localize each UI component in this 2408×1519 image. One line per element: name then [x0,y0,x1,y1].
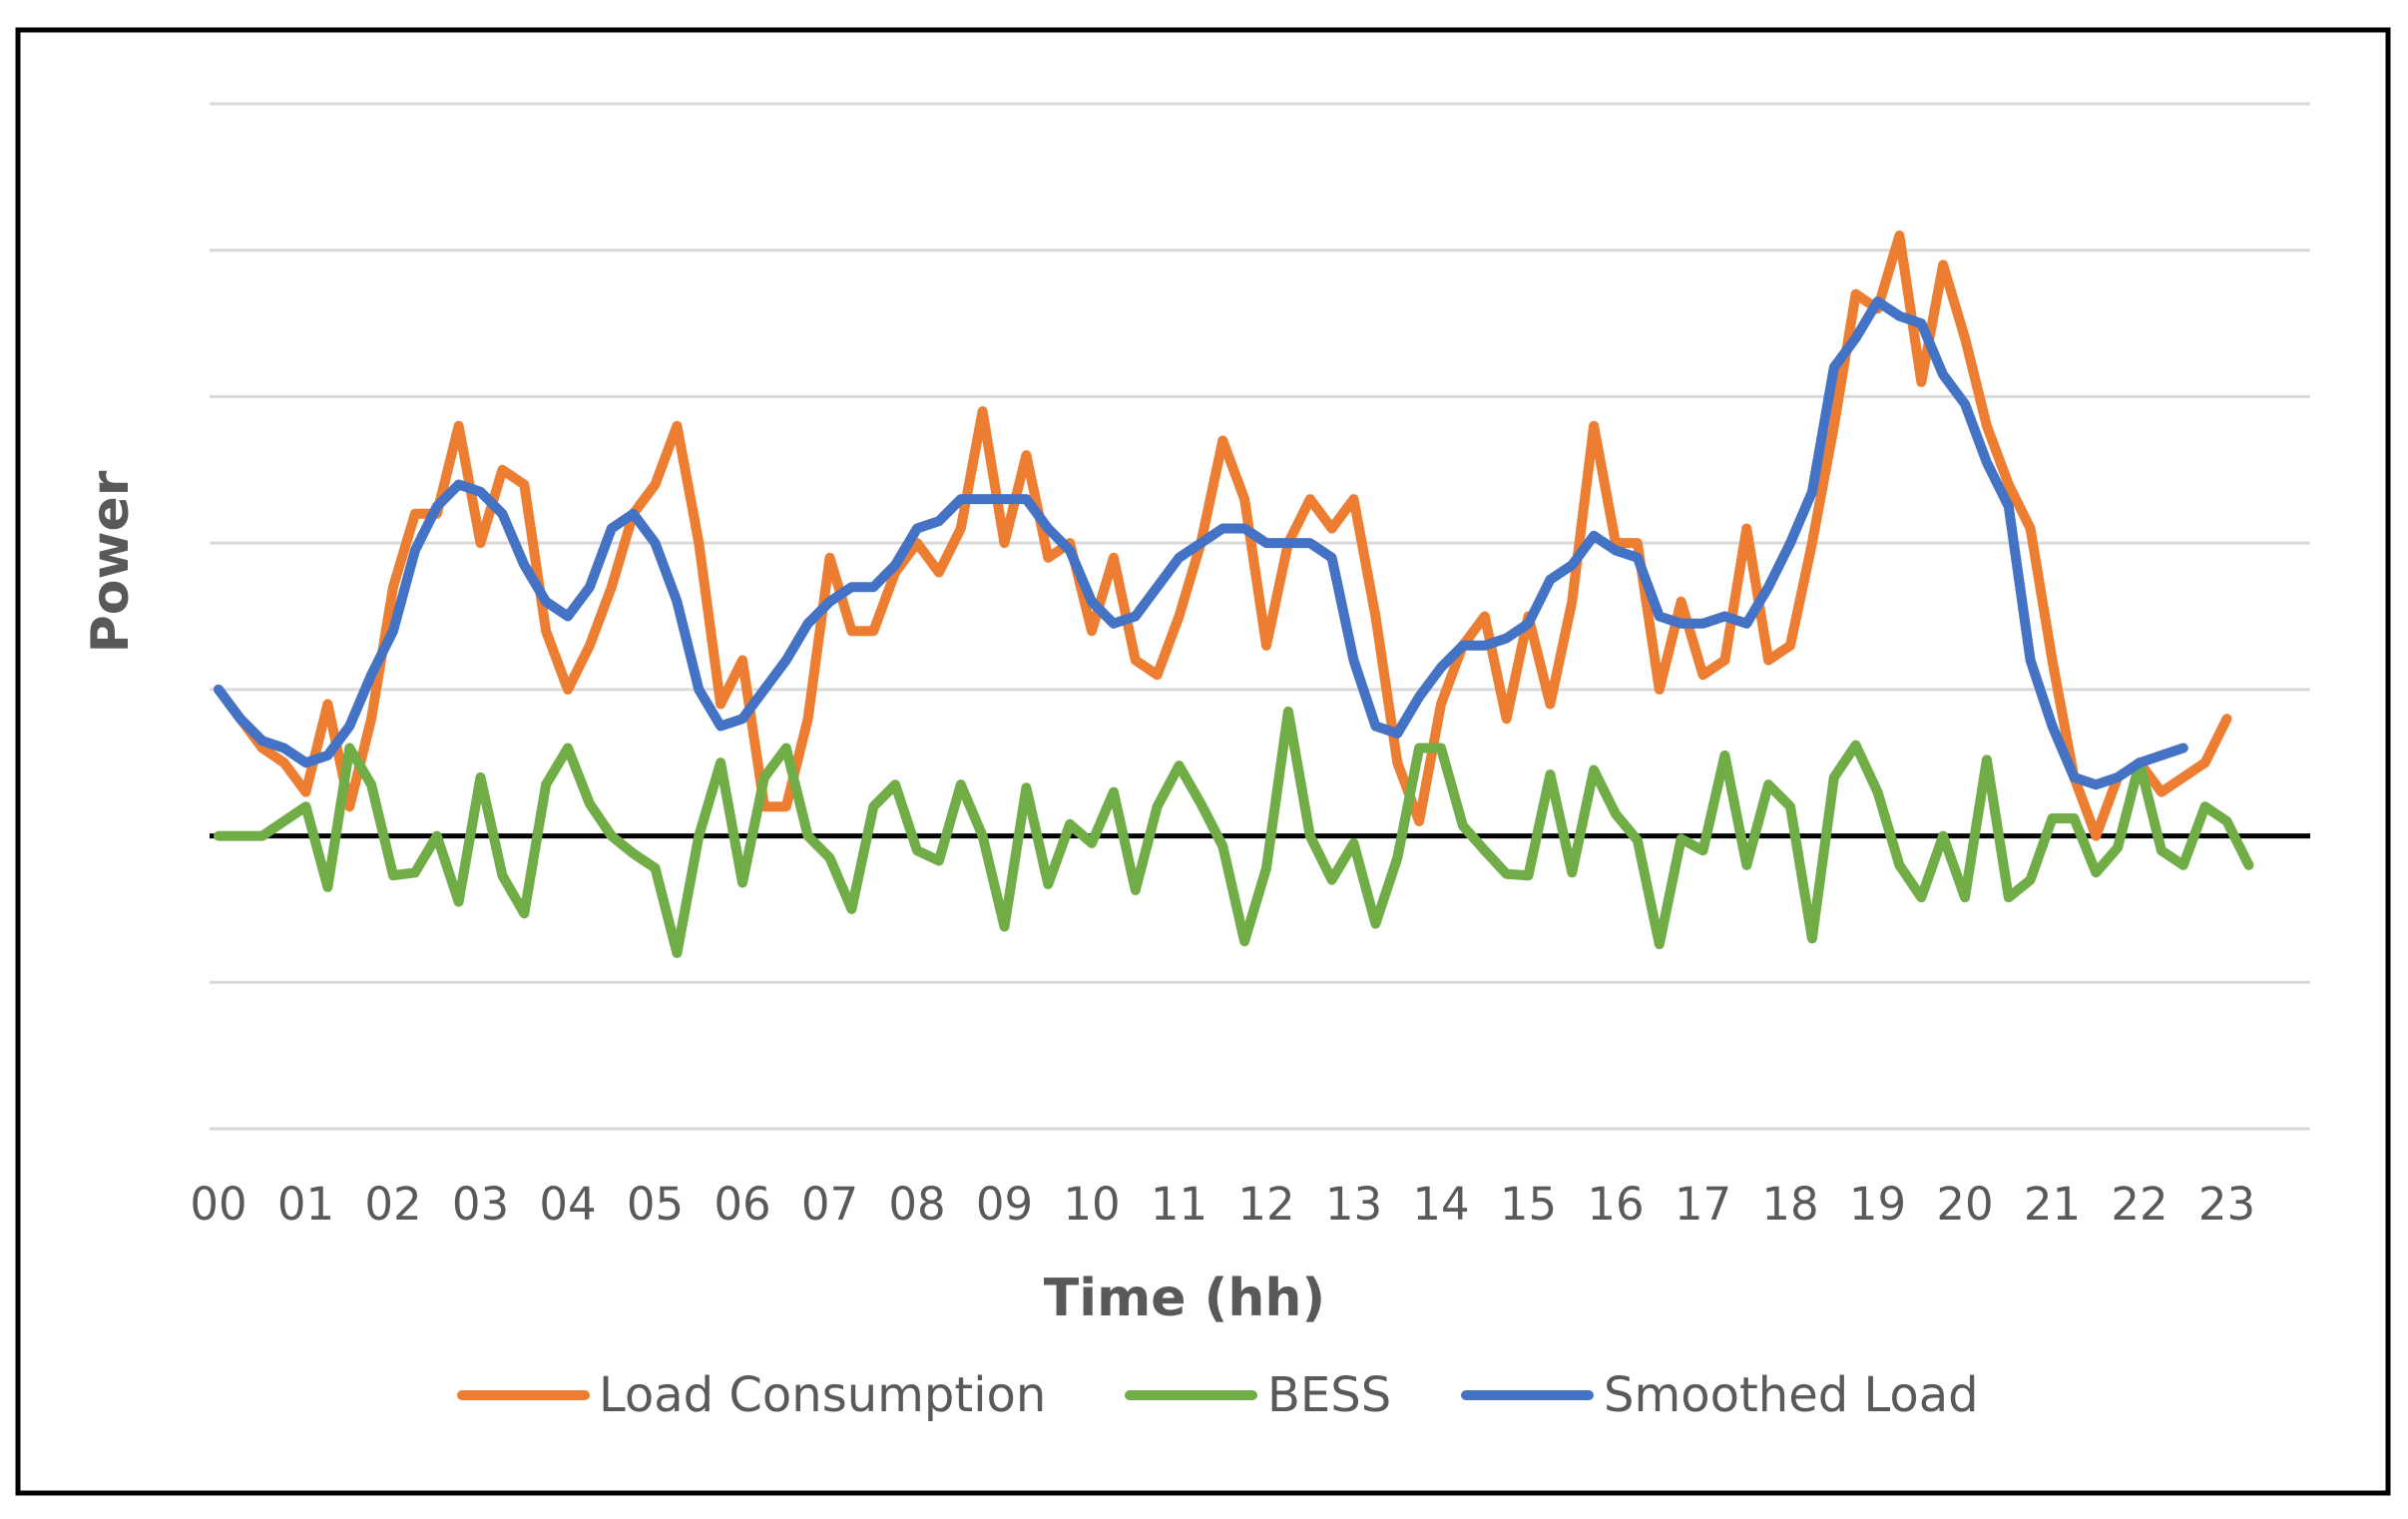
x-tick-label: 01 [277,1178,334,1231]
legend: Load Consumption BESS Smoothed Load [457,1367,1979,1423]
x-tick-label: 09 [976,1178,1033,1231]
series-line-smoothed-load [214,296,2188,790]
legend-item-bess: BESS [1125,1367,1391,1423]
legend-item-load-consumption: Load Consumption [457,1367,1046,1423]
x-tick-label: 17 [1675,1178,1731,1231]
legend-label-bess: BESS [1267,1367,1391,1423]
x-tick-label: 14 [1412,1178,1469,1231]
x-tick-label: 02 [364,1178,421,1231]
legend-label-smoothed-load: Smoothed Load [1604,1367,1979,1423]
x-tick-label: 23 [2198,1178,2255,1231]
legend-label-load-consumption: Load Consumption [599,1367,1046,1423]
series-line-bess [214,706,2254,958]
series-line-load-consumption [214,231,2232,841]
chart-border [15,27,2391,1496]
x-tick-label: 21 [2024,1178,2081,1231]
x-tick-label: 22 [2111,1178,2167,1231]
x-tick-label: 16 [1587,1178,1644,1231]
x-tick-label: 07 [801,1178,858,1231]
x-axis-ticks: 00 01 02 03 04 05 06 07 08 09 10 11 12 13 14 15 16 17 18 19… [190,1178,2255,1231]
x-tick-label: 20 [1936,1178,1993,1231]
x-tick-label: 11 [1151,1178,1207,1231]
x-tick-label: 12 [1237,1178,1294,1231]
x-tick-label: 05 [627,1178,684,1231]
x-tick-label: 00 [190,1178,246,1231]
legend-item-smoothed-load: Smoothed Load [1461,1367,1979,1423]
x-tick-label: 03 [452,1178,509,1231]
x-tick-label: 15 [1500,1178,1557,1231]
plot-area [214,231,2254,958]
x-tick-label: 06 [714,1178,770,1231]
gridlines [210,102,2310,1131]
x-tick-label: 18 [1761,1178,1818,1231]
x-tick-label: 19 [1849,1178,1906,1231]
x-tick-label: 10 [1063,1178,1120,1231]
x-axis-title: Time (hh) [1044,1268,1325,1328]
y-axis-title: Power [81,470,141,653]
x-tick-label: 04 [539,1178,596,1231]
x-tick-label: 13 [1325,1178,1382,1231]
x-tick-label: 08 [888,1178,945,1231]
